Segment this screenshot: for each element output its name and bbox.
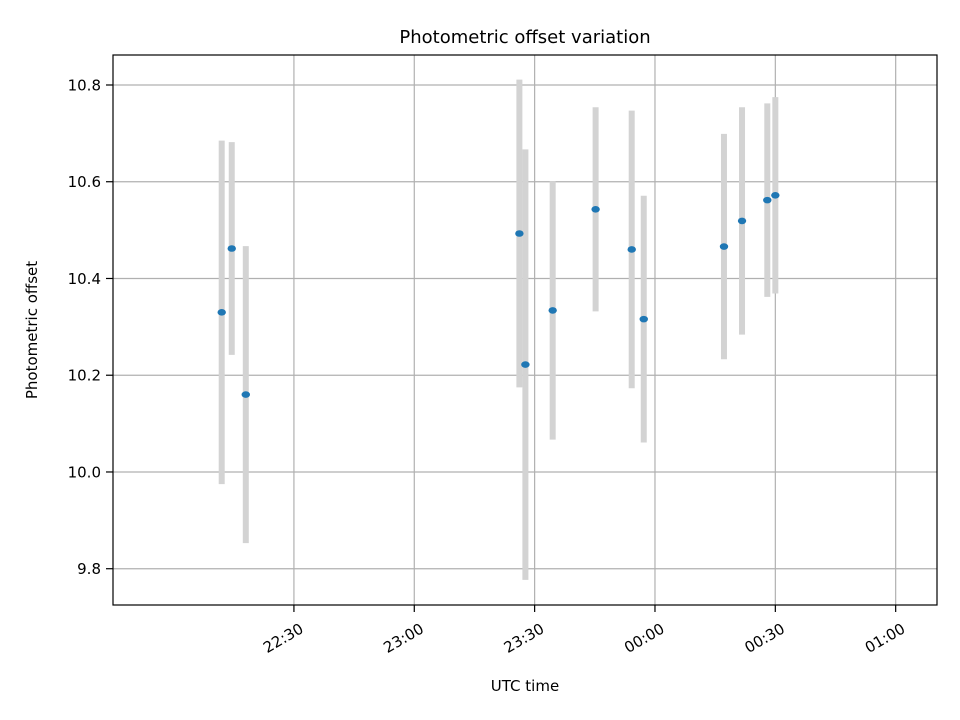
x-tick-label: 23:00	[380, 620, 426, 657]
y-tick-label: 10.4	[68, 270, 101, 288]
y-axis-label: Photometric offset	[23, 261, 41, 399]
data-point	[591, 206, 600, 213]
x-tick-label: 00:00	[621, 620, 667, 657]
data-points	[217, 191, 780, 398]
y-tick-label: 10.8	[68, 76, 101, 94]
data-point	[737, 217, 747, 225]
chart-title: Photometric offset variation	[399, 27, 650, 48]
error-bars	[218, 79, 779, 580]
plot-frame	[112, 54, 938, 606]
data-point	[521, 361, 530, 368]
data-point	[763, 196, 772, 204]
x-axis-label: UTC time	[491, 677, 559, 695]
data-point	[227, 245, 236, 252]
x-tick-label: 23:30	[501, 620, 547, 657]
y-axis: 9.8 10.0 10.2 10.4 10.6 10.8	[68, 76, 113, 578]
data-point	[771, 191, 780, 199]
data-point	[719, 243, 729, 250]
x-tick-label: 22:30	[260, 620, 306, 657]
y-tick-label: 9.8	[77, 560, 101, 578]
y-tick-label: 10.6	[68, 173, 101, 191]
y-tick-label: 10.2	[68, 367, 101, 385]
data-point	[217, 309, 226, 316]
data-point	[515, 230, 524, 237]
y-tick-label: 10.0	[68, 463, 101, 481]
x-tick-label: 00:30	[741, 620, 787, 657]
x-tick-label: 01:00	[862, 620, 908, 657]
data-point	[627, 246, 636, 253]
data-point	[639, 315, 648, 323]
data-point	[241, 391, 250, 398]
data-point	[548, 307, 557, 314]
